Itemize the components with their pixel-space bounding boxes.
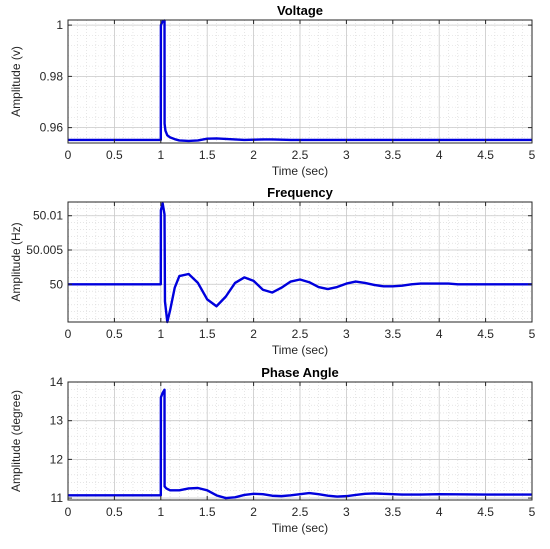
phase-angle-panel: 0 0.5 1 1.5 2 2.5 3 3.5 4 4.5 5 11 12 13 14 Phase Angle… xyxy=(9,365,536,535)
phase-angle-y-axis-label: Amplitude (degree) xyxy=(9,390,23,492)
phase-angle-x-tick-label: 5 xyxy=(529,505,536,519)
phase-angle-chart-title: Phase Angle xyxy=(261,365,339,380)
phase-angle-y-tick-label: 12 xyxy=(50,452,64,466)
phase-angle-x-tick-label: 4 xyxy=(436,505,443,519)
phase-angle-x-tick-label: 2 xyxy=(250,505,257,519)
frequency-x-tick-label: 3.5 xyxy=(384,327,401,341)
phase-angle-x-tick-label: 1.5 xyxy=(199,505,216,519)
voltage-y-tick-label: 1 xyxy=(56,18,63,32)
phase-angle-y-tick-label: 11 xyxy=(51,491,64,505)
voltage-panel: 0 0.5 1 1.5 2 2.5 3 3.5 4 4.5 5 0.96 0.98 1 Voltage Tim… xyxy=(9,3,536,178)
frequency-x-tick-label: 0 xyxy=(65,327,72,341)
voltage-x-tick-label: 4.5 xyxy=(477,148,494,162)
voltage-x-tick-label: 3.5 xyxy=(384,148,401,162)
voltage-x-tick-label: 0.5 xyxy=(106,148,123,162)
voltage-y-tick-label: 0.96 xyxy=(40,121,64,135)
phase-angle-y-tick-label: 13 xyxy=(50,414,64,428)
frequency-x-tick-label: 0.5 xyxy=(106,327,123,341)
voltage-x-tick-label: 2.5 xyxy=(292,148,309,162)
voltage-y-tick-label: 0.98 xyxy=(40,69,64,83)
frequency-y-axis-label: Amplitude (Hz) xyxy=(9,222,23,301)
frequency-x-tick-label: 2.5 xyxy=(292,327,309,341)
phase-angle-x-tick-label: 1 xyxy=(157,505,164,519)
phase-angle-x-tick-label: 0 xyxy=(65,505,72,519)
frequency-series-line xyxy=(68,202,532,324)
voltage-grid xyxy=(67,20,533,143)
frequency-x-tick-label: 5 xyxy=(529,327,536,341)
phase-angle-x-tick-label: 0.5 xyxy=(106,505,123,519)
phase-angle-x-tick-label: 3 xyxy=(343,505,350,519)
voltage-x-tick-label: 1.5 xyxy=(199,148,216,162)
frequency-x-axis-label: Time (sec) xyxy=(272,343,328,357)
phase-angle-y-tick-label: 14 xyxy=(50,375,64,389)
voltage-x-tick-label: 0 xyxy=(65,148,72,162)
voltage-x-tick-label: 3 xyxy=(343,148,350,162)
voltage-x-tick-label: 2 xyxy=(250,148,257,162)
frequency-grid xyxy=(67,202,533,322)
phase-angle-x-tick-label: 3.5 xyxy=(384,505,401,519)
frequency-y-tick-label: 50 xyxy=(50,277,64,291)
frequency-x-tick-label: 2 xyxy=(250,327,257,341)
frequency-chart-title: Frequency xyxy=(267,185,334,200)
voltage-x-tick-label: 5 xyxy=(529,148,536,162)
voltage-x-tick-label: 1 xyxy=(157,148,164,162)
frequency-y-tick-label: 50.005 xyxy=(26,243,63,257)
frequency-x-tick-label: 4 xyxy=(436,327,443,341)
voltage-x-tick-label: 4 xyxy=(436,148,443,162)
frequency-panel: 0 0.5 1 1.5 2 2.5 3 3.5 4 4.5 5 50 50.005 50.01 Freque… xyxy=(9,185,536,357)
frequency-x-tick-label: 1 xyxy=(157,327,164,341)
phase-angle-x-tick-label: 4.5 xyxy=(477,505,494,519)
voltage-y-axis-label: Amplitude (v) xyxy=(9,46,23,117)
frequency-x-tick-label: 1.5 xyxy=(199,327,216,341)
voltage-x-axis-label: Time (sec) xyxy=(272,164,328,178)
phase-angle-x-axis-label: Time (sec) xyxy=(272,521,328,535)
frequency-y-tick-label: 50.01 xyxy=(33,209,63,223)
phase-angle-grid xyxy=(67,381,533,500)
frequency-x-tick-label: 4.5 xyxy=(477,327,494,341)
phase-angle-x-tick-label: 2.5 xyxy=(292,505,309,519)
voltage-chart-title: Voltage xyxy=(277,3,323,18)
phase-angle-series-line xyxy=(68,388,532,500)
frequency-x-tick-label: 3 xyxy=(343,327,350,341)
